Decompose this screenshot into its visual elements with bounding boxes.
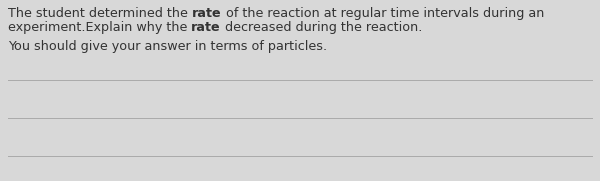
Text: rate: rate bbox=[192, 7, 221, 20]
Text: rate: rate bbox=[191, 21, 221, 34]
Text: of the reaction at regular time intervals during an: of the reaction at regular time interval… bbox=[221, 7, 544, 20]
Text: decreased during the reaction.: decreased during the reaction. bbox=[221, 21, 422, 34]
Text: experiment.Explain why the: experiment.Explain why the bbox=[8, 21, 191, 34]
Text: The student determined the: The student determined the bbox=[8, 7, 192, 20]
Text: You should give your answer in terms of particles.: You should give your answer in terms of … bbox=[8, 40, 327, 53]
